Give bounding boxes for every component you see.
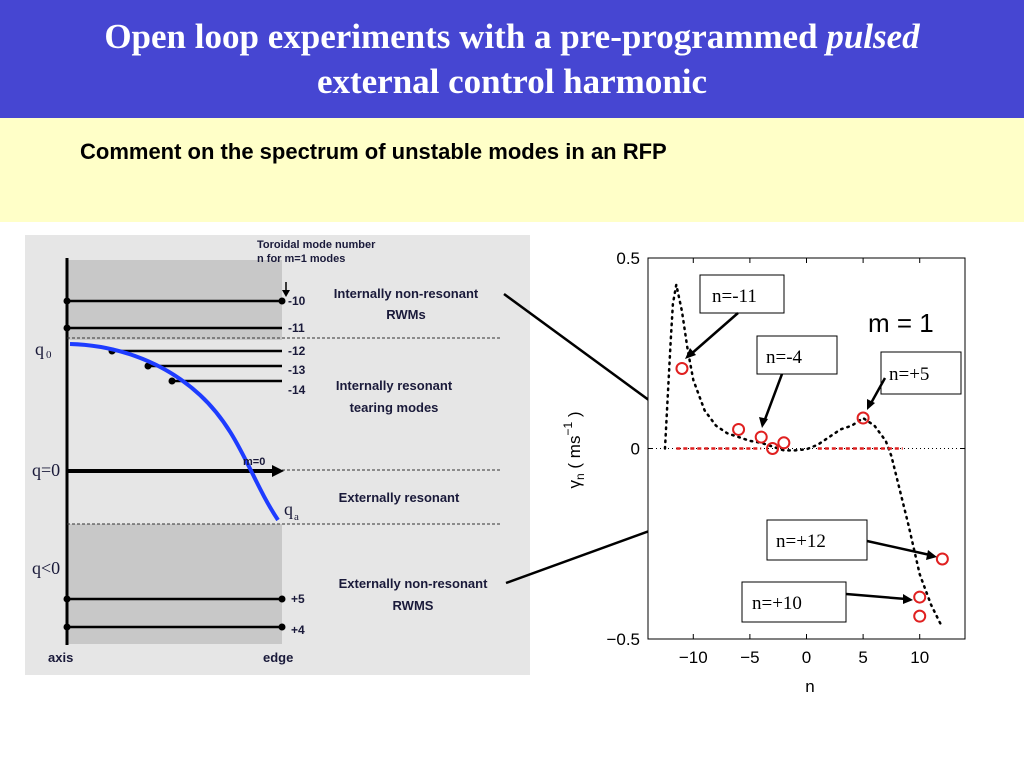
measured-point — [856, 411, 870, 425]
region-label: RWMS — [393, 598, 434, 613]
q-eq0-label: q=0 — [32, 460, 60, 480]
qa-subscript: a — [294, 511, 299, 523]
y-axis-label: γn ( ms−1 ) — [561, 411, 587, 488]
x-tick-label: 0 — [802, 648, 811, 667]
measured-point — [913, 609, 927, 623]
mode-dot — [278, 297, 286, 305]
x-axis-label: n — [805, 677, 814, 696]
title-line1: Open loop experiments with a pre-program… — [104, 17, 827, 56]
region-label: RWMs — [386, 307, 425, 322]
measured-point — [935, 552, 949, 566]
q-profile-curve — [69, 342, 280, 522]
region-label: Externally non-resonant — [339, 576, 488, 591]
measured-point — [732, 422, 746, 436]
x-tick-label: 5 — [858, 648, 867, 667]
mode-dot — [278, 623, 286, 631]
annotation-box — [741, 581, 847, 623]
annotation-arrowhead — [903, 594, 913, 604]
q0-arrowhead — [272, 465, 284, 477]
mode-number: +5 — [291, 592, 305, 606]
edge-label: edge — [263, 650, 293, 665]
connector-arrow-1 — [503, 292, 673, 419]
annotation-arrowhead — [685, 348, 696, 359]
mode-dot — [168, 377, 176, 385]
mode-dot — [63, 623, 71, 631]
annotation-label: n=-4 — [766, 347, 803, 368]
shade-bottom — [67, 524, 282, 644]
slide-title: Open loop experiments with a pre-program… — [0, 14, 1024, 104]
annotation-label: n=-11 — [712, 286, 757, 307]
title-line2: external control harmonic — [316, 62, 708, 101]
annotation-box — [756, 335, 838, 375]
annotation-arrow — [762, 373, 784, 423]
mode-number: -13 — [288, 363, 306, 377]
mode-number: -12 — [288, 344, 306, 358]
header-line1: Toroidal mode number — [257, 239, 376, 251]
mode-dot — [63, 324, 71, 332]
mode-dot — [144, 362, 152, 370]
annotation-arrowhead — [867, 399, 875, 410]
annotation-arrow — [689, 312, 739, 356]
x-tick-label: 10 — [910, 648, 929, 667]
x-tick-label: −5 — [740, 648, 759, 667]
title-bar — [0, 0, 1024, 118]
mode-dot — [63, 297, 71, 305]
axis-label: axis — [48, 650, 73, 665]
measured-point — [766, 442, 780, 455]
annotation-label: n=+12 — [776, 531, 826, 552]
annotation-arrowhead — [926, 550, 937, 560]
q0-subscript: 0 — [46, 349, 52, 361]
qa-label: q — [284, 499, 293, 519]
header-line2: n for m=1 modes — [257, 253, 345, 265]
region-label: Internally resonant — [336, 378, 453, 393]
chart-title: m = 1 — [868, 308, 934, 338]
m0-label: m=0 — [243, 456, 265, 468]
region-label: Externally resonant — [339, 490, 460, 505]
title-emphasis: pulsed — [826, 17, 920, 56]
annotation-arrow — [868, 377, 887, 406]
mode-number: -10 — [288, 294, 306, 308]
measured-point — [754, 430, 768, 444]
region-label: Internally non-resonant — [334, 286, 479, 301]
annotation-label: n=+5 — [889, 364, 929, 385]
annotation-arrowhead — [759, 417, 768, 428]
mode-lines — [63, 297, 286, 631]
measured-point — [675, 361, 689, 375]
annotation-arrow — [866, 539, 931, 557]
mode-dot — [278, 595, 286, 603]
q-lt0-label: q<0 — [32, 558, 60, 578]
slide-subtitle: Comment on the spectrum of unstable mode… — [80, 139, 667, 164]
x-tick-label: −10 — [679, 648, 708, 667]
annotation-box — [766, 519, 868, 561]
mode-dot — [63, 595, 71, 603]
mode-number: -14 — [288, 383, 306, 397]
y-tick-label: −0.5 — [606, 630, 640, 649]
annotation-box — [880, 351, 962, 395]
header-arrowhead — [282, 290, 290, 297]
y-tick-label: 0 — [631, 440, 640, 459]
y-tick-label: 0.5 — [616, 249, 640, 268]
annotation-arrow — [845, 592, 907, 601]
subtitle-bar — [0, 118, 1024, 222]
q0-label: q — [35, 339, 44, 359]
theory-curve — [663, 284, 944, 629]
region-label: tearing modes — [350, 400, 439, 415]
measured-point — [913, 590, 927, 604]
annotation-label: n=+10 — [752, 593, 802, 614]
measured-point — [777, 436, 791, 450]
mode-number: +4 — [291, 623, 305, 637]
mode-number: -11 — [288, 321, 305, 335]
annotation-box — [699, 274, 785, 314]
